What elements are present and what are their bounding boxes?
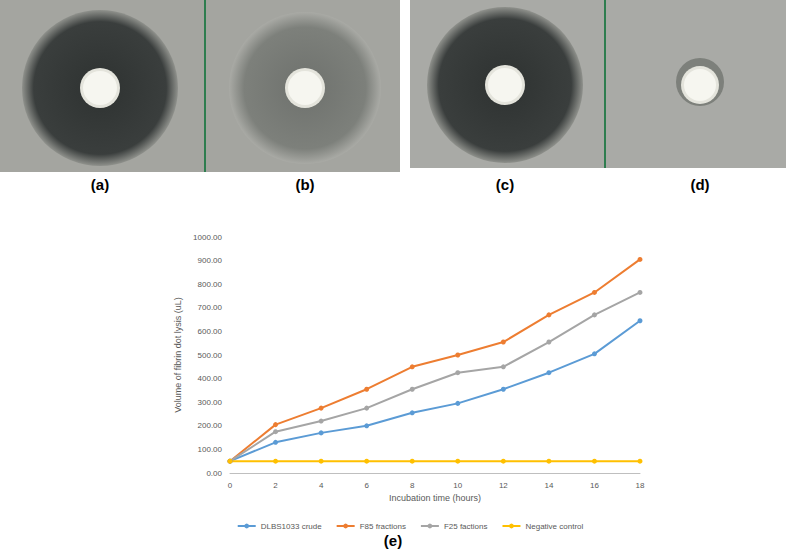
svg-text:500.00: 500.00 (198, 351, 223, 360)
svg-text:700.00: 700.00 (198, 303, 223, 312)
html-text:(e): (e) (383, 532, 403, 549)
svg-text:600.00: 600.00 (198, 327, 223, 336)
svg-text:DLBS1033 crude: DLBS1033 crude (261, 522, 322, 531)
svg-text:800.00: 800.00 (198, 280, 223, 289)
svg-text:8: 8 (410, 481, 415, 490)
html-text:(b): (b) (295, 176, 315, 193)
svg-text:14: 14 (544, 481, 553, 490)
svg-text:F85 fractions: F85 fractions (360, 522, 406, 531)
svg-text:10: 10 (453, 481, 462, 490)
svg-text:18: 18 (636, 481, 645, 490)
svg-text:16: 16 (590, 481, 599, 490)
svg-text:0: 0 (228, 481, 233, 490)
svg-text:200.00: 200.00 (198, 421, 223, 430)
svg-text:Incubation time (hours): Incubation time (hours) (389, 493, 481, 503)
svg-text:4: 4 (319, 481, 324, 490)
html-text:(d): (d) (690, 176, 710, 193)
html-text:(c): (c) (495, 176, 515, 193)
svg-text:300.00: 300.00 (198, 398, 223, 407)
svg-text:100.00: 100.00 (198, 445, 223, 454)
svg-text:Volume of fibrin dot lysis (uL: Volume of fibrin dot lysis (uL) (173, 297, 183, 413)
svg-text:Negative control: Negative control (525, 522, 583, 531)
html-text:(a): (a) (90, 176, 110, 193)
svg-text:1000.00: 1000.00 (193, 233, 222, 242)
svg-text:0.00: 0.00 (206, 469, 222, 478)
svg-text:400.00: 400.00 (198, 374, 223, 383)
svg-text:900.00: 900.00 (198, 256, 223, 265)
svg-text:12: 12 (499, 481, 508, 490)
svg-text:2: 2 (273, 481, 278, 490)
svg-text:F25 factions: F25 factions (444, 522, 488, 531)
svg-text:6: 6 (364, 481, 369, 490)
